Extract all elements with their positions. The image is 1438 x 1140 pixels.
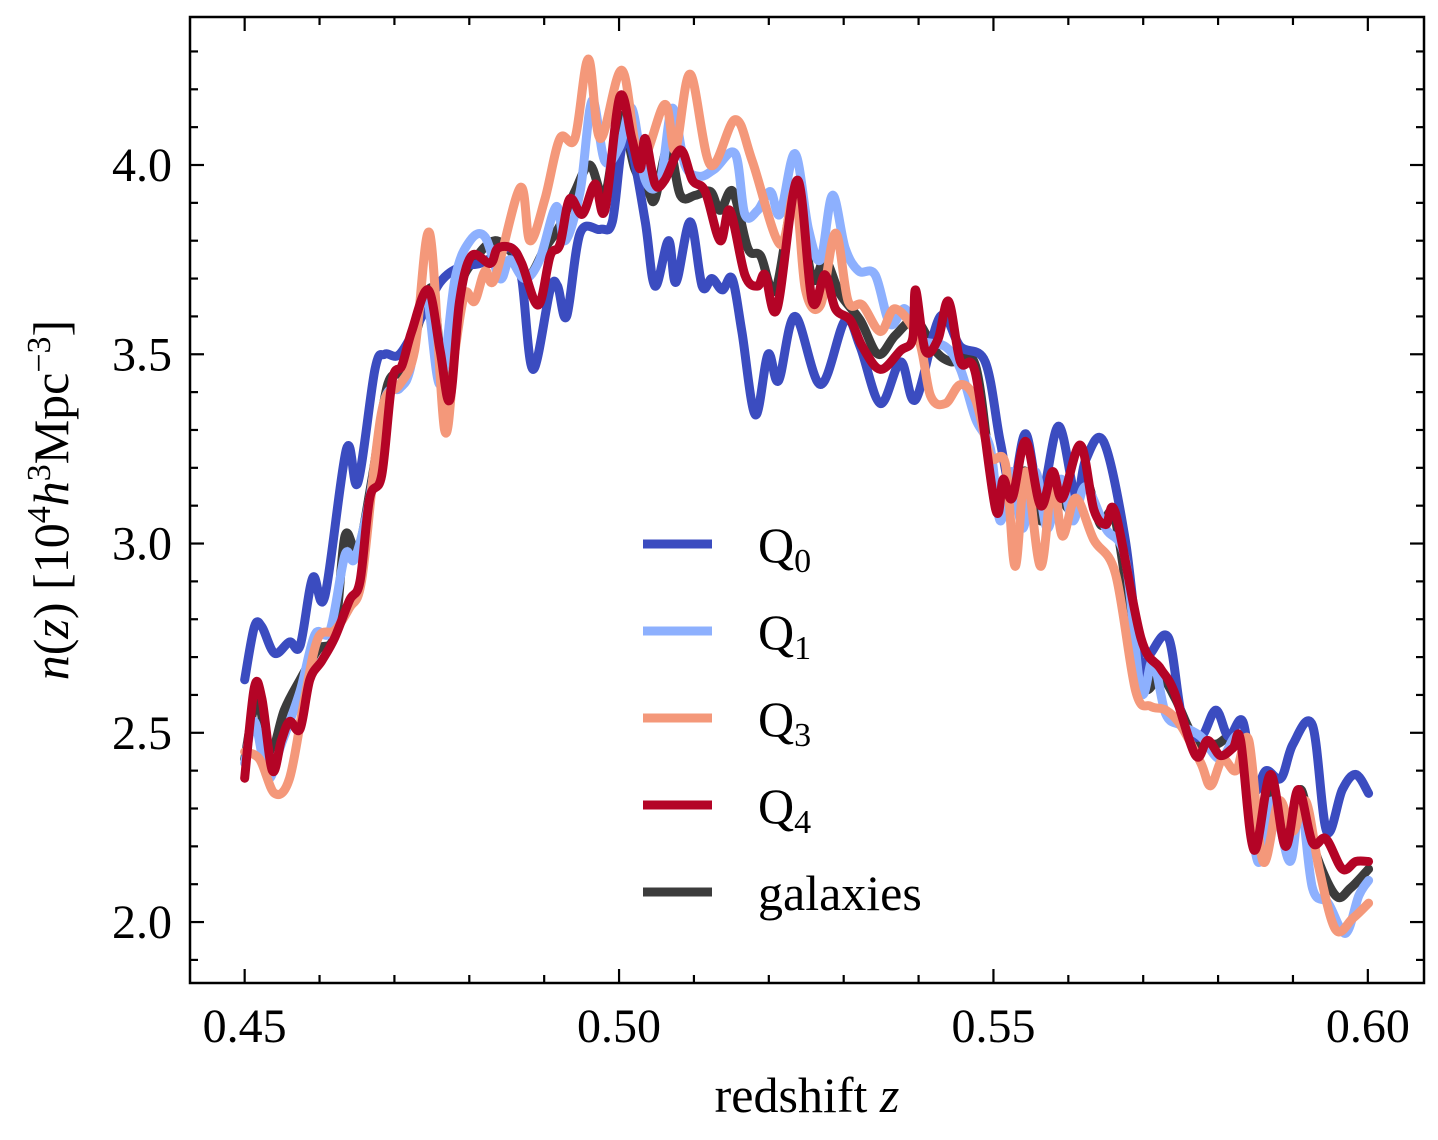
y-axis-label: n(z) [104h3Mpc−3] [21,320,79,680]
y-tick-label: 3.0 [112,518,172,571]
x-tick-label: 0.55 [951,1000,1035,1053]
x-tick-label: 0.45 [203,1000,287,1053]
legend-label: Q3 [758,691,811,754]
y-tick-label: 2.5 [112,707,172,760]
legend: Q0 Q1 Q3 Q4 galaxies [643,517,922,921]
plot-frame [188,15,1426,985]
legend-label: Q0 [758,517,811,580]
legend-label: Q1 [758,604,811,667]
x-tick-label: 0.60 [1326,1000,1410,1053]
tick-labels: 0.45 0.50 0.55 0.60 2.0 2.5 3.0 3.5 4.0 [112,139,1410,1053]
x-tick-label: 0.50 [577,1000,661,1053]
legend-label: galaxies [758,865,922,921]
legend-item-q4: Q4 [643,778,811,841]
series-layer [240,54,1374,938]
legend-label: Q4 [758,778,811,841]
legend-item-q3: Q3 [643,691,811,754]
x-axis-label: redshift z [715,1067,900,1123]
legend-item-q0: Q0 [643,517,811,580]
legend-item-galaxies: galaxies [643,865,922,921]
series-line-q4 [240,90,1374,875]
y-tick-label: 2.0 [112,896,172,949]
legend-item-q1: Q1 [643,604,811,667]
y-tick-label: 3.5 [112,328,172,381]
ticks-layer [190,17,1424,983]
x-axis-label-text: redshift [715,1067,880,1123]
y-tick-label: 4.0 [112,139,172,192]
x-axis-label-var: z [879,1067,899,1123]
